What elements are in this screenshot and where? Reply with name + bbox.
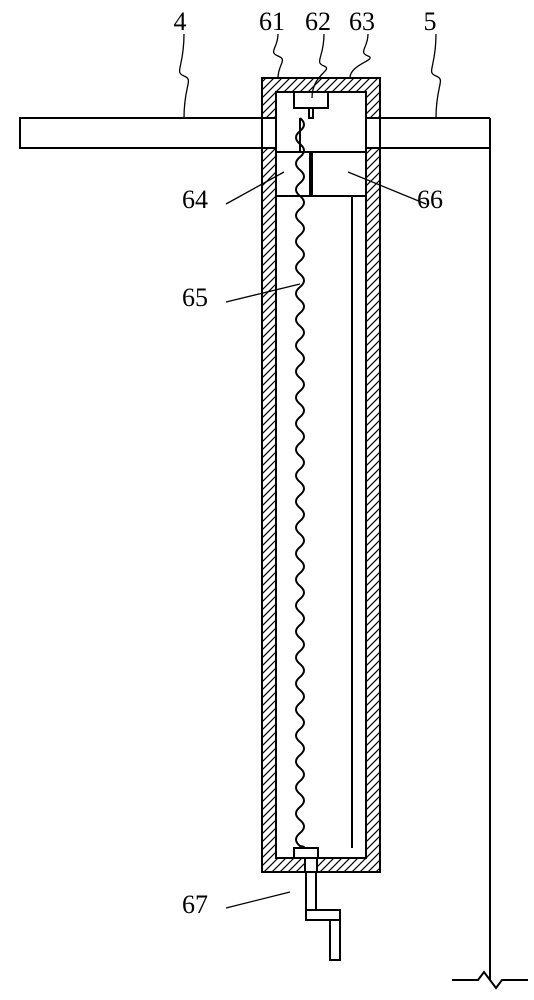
drawing-layer <box>20 78 528 988</box>
leader-l5 <box>432 34 441 118</box>
label-l4: 4 <box>174 7 187 36</box>
labels-layer: 4 61 62 63 5 64 66 65 67 <box>174 7 444 919</box>
label-l66: 66 <box>417 185 443 214</box>
label-l63: 63 <box>349 7 375 36</box>
motor-shaft <box>309 108 313 118</box>
label-l64: 64 <box>182 185 208 214</box>
leader-l63 <box>350 34 370 78</box>
label-l65: 65 <box>182 283 208 312</box>
leader-l67 <box>226 892 290 908</box>
diagram-root: 4 61 62 63 5 64 66 65 67 <box>0 0 534 1000</box>
wall-slot-left <box>263 119 275 147</box>
outer-shell-hatched <box>262 78 380 872</box>
part-62-motor <box>294 92 328 108</box>
label-l5: 5 <box>424 7 437 36</box>
bottom-wall-slot <box>305 859 317 871</box>
leader-l4 <box>180 34 189 118</box>
wall-slot-right <box>367 119 379 147</box>
part-67-arm <box>306 910 340 920</box>
part-4-bar <box>20 118 270 148</box>
label-l67: 67 <box>182 890 208 919</box>
part-67-handle <box>330 920 340 960</box>
label-l62: 62 <box>305 7 331 36</box>
bottom-cap <box>294 848 318 858</box>
label-l61: 61 <box>259 7 285 36</box>
leader-l61 <box>274 34 283 78</box>
part-66-block <box>312 152 366 196</box>
part-65-screw <box>296 118 304 848</box>
